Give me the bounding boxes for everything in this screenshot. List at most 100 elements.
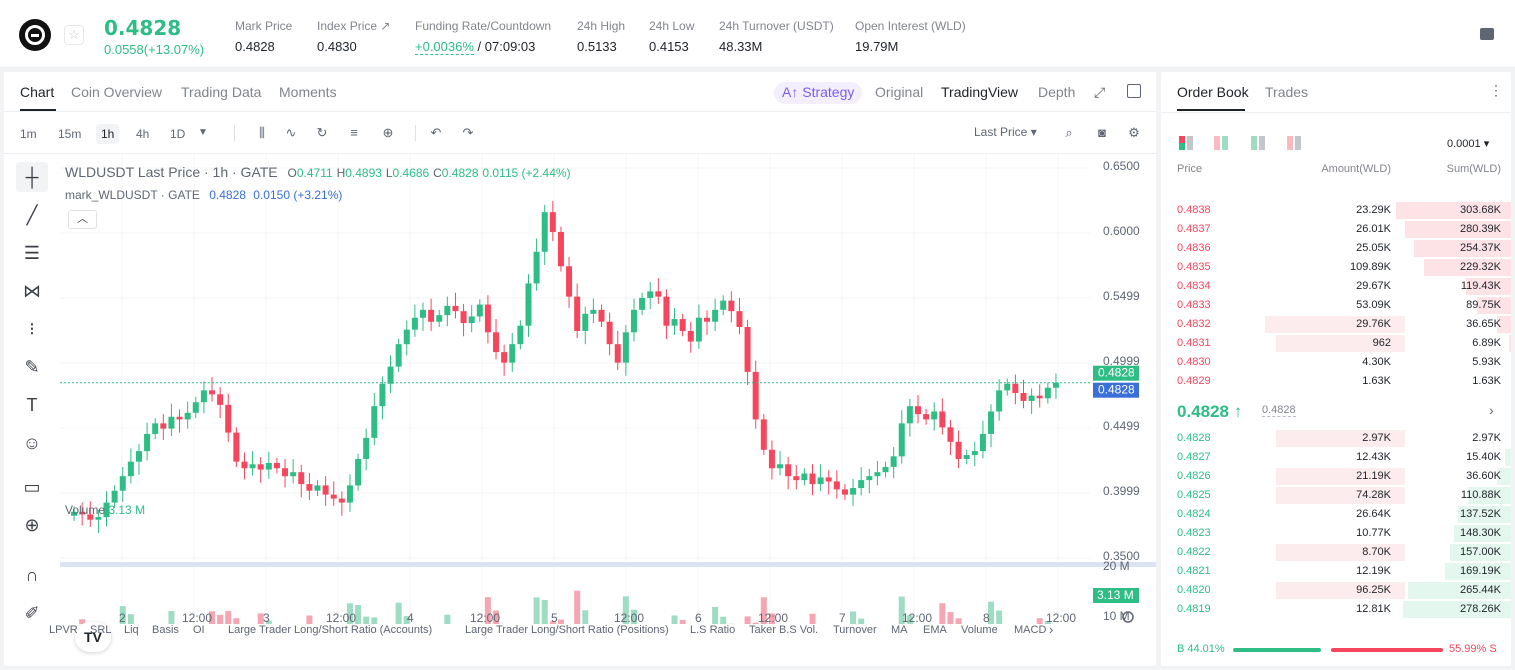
orderbook-row[interactable]: 0.4834 29.67K 119.43K <box>1161 277 1511 296</box>
stat-index-price[interactable]: Index Price ↗ 0.4830 <box>317 19 390 54</box>
indicator-6[interactable]: Large Trader Long/Short Ratio (Positions… <box>465 624 669 636</box>
indicator-1[interactable]: SRL <box>90 624 112 636</box>
view-original[interactable]: Original <box>875 84 924 100</box>
orderbook-row[interactable]: 0.4830 4.30K 5.93K <box>1161 353 1511 372</box>
indicator-11[interactable]: EMA <box>923 624 947 636</box>
magnet-icon[interactable]: ∩ <box>25 565 39 585</box>
view-depth[interactable]: Depth <box>1038 84 1076 100</box>
pencil-icon[interactable]: ✐ <box>24 603 40 623</box>
orderbook-row[interactable]: 0.4819 12.81K 278.26K <box>1161 600 1511 619</box>
redo-icon[interactable]: ↷ <box>462 125 474 140</box>
candle-body <box>630 309 637 333</box>
brush-icon[interactable]: ✎ <box>24 357 40 377</box>
trendline-icon[interactable]: ╱ <box>26 205 38 225</box>
orderbook-row[interactable]: 0.4835 109.89K 229.32K <box>1161 258 1511 277</box>
indicator-13[interactable]: MACD <box>1014 624 1047 636</box>
orderbook-row[interactable]: 0.4824 26.64K 137.52K <box>1161 505 1511 524</box>
orderbook-row[interactable]: 0.4820 96.25K 265.44K <box>1161 581 1511 600</box>
camera-icon[interactable]: ◙ <box>1098 125 1106 140</box>
indicator-2[interactable]: Liq <box>124 624 139 636</box>
crosshair-icon[interactable]: ┼ <box>16 162 48 192</box>
view-tradingview[interactable]: TradingView <box>941 84 1019 100</box>
orderbook-row[interactable]: 0.4823 10.77K 148.30K <box>1161 524 1511 543</box>
indicator-4[interactable]: OI <box>193 624 205 636</box>
guide-book-icon[interactable] <box>1480 28 1494 40</box>
indicator-3[interactable]: Basis <box>152 624 179 636</box>
timeframe-4h[interactable]: 4h <box>136 127 150 141</box>
timeframe-15m[interactable]: 15m <box>58 127 82 141</box>
orderbook-row[interactable]: 0.4831 962 6.89K <box>1161 334 1511 353</box>
timeframe-1m[interactable]: 1m <box>20 127 37 141</box>
timeframe-1d[interactable]: 1D <box>170 127 186 141</box>
tradingview-logo[interactable]: TV <box>75 622 111 652</box>
more-menu-icon[interactable]: ⋮ <box>1489 82 1503 98</box>
search-icon[interactable]: ⌕ <box>1065 125 1073 140</box>
favorite-star-icon[interactable]: ☆ <box>64 25 84 45</box>
ruler-icon[interactable]: ▭ <box>23 477 41 497</box>
orderbook-row[interactable]: 0.4826 21.19K 36.60K <box>1161 467 1511 486</box>
strategy-button[interactable]: A↑ Strategy <box>774 82 863 104</box>
orderbook-row[interactable]: 0.4827 12.43K 15.40K <box>1161 448 1511 467</box>
view-asks-icon[interactable] <box>1287 136 1301 150</box>
orderbook-row[interactable]: 0.4836 25.05K 254.37K <box>1161 239 1511 258</box>
indicator-12[interactable]: Volume <box>961 624 998 636</box>
orderbook-row[interactable]: 0.4832 29.76K 36.65K <box>1161 315 1511 334</box>
last-price-label: 0.4828 <box>1098 366 1135 380</box>
orderbook-row[interactable]: 0.4825 74.28K 110.88K <box>1161 486 1511 505</box>
horizontal-lines-icon[interactable]: ☰ <box>23 243 41 263</box>
window-icon[interactable] <box>1127 84 1141 98</box>
orderbook-row[interactable]: 0.4833 53.09K 89.75K <box>1161 296 1511 315</box>
candle-body <box>379 383 386 407</box>
indicators-icon[interactable]: ∿ <box>285 125 297 140</box>
fullscreen-icon[interactable]: ⤢ <box>1094 84 1106 100</box>
text-icon[interactable]: T <box>26 395 38 415</box>
tab-trading-data[interactable]: Trading Data <box>181 84 262 100</box>
row-amount: 29.76K <box>1356 318 1391 330</box>
add-indicator-icon[interactable]: ⊕ <box>382 125 394 140</box>
compare-icon[interactable]: ↻ <box>316 125 328 140</box>
timeframe-1h[interactable]: 1h <box>96 124 120 144</box>
indicator-8[interactable]: Taker B.S Vol. <box>749 624 819 636</box>
view-bids-asks-icon[interactable] <box>1214 136 1228 150</box>
candle-body <box>590 309 597 314</box>
volume-bar <box>346 603 353 624</box>
pattern-icon[interactable]: ⋈ <box>23 281 41 301</box>
indicator-9[interactable]: Turnover <box>833 624 877 636</box>
volume-bar <box>768 613 775 624</box>
settings-gear-icon[interactable]: ⚙ <box>1128 125 1140 140</box>
candle-type-icon[interactable]: ⫼ <box>259 125 265 140</box>
orderbook-row[interactable]: 0.4829 1.63K 1.63K <box>1161 372 1511 391</box>
candlestick-chart[interactable]: 0.6500 0.6000 0.5499 0.4999 0.4499 0.3999 0.35… <box>60 154 1156 624</box>
view-both-icon[interactable] <box>1179 136 1193 150</box>
tab-coin-overview[interactable]: Coin Overview <box>71 84 163 100</box>
row-sum: 5.93K <box>1472 356 1501 368</box>
scroll-right-icon[interactable]: › <box>1049 622 1054 637</box>
price-type-select[interactable]: Last Price ▾ <box>974 125 1037 139</box>
candle-body <box>501 352 508 363</box>
orderbook-row[interactable]: 0.4822 8.70K 157.00K <box>1161 543 1511 562</box>
axis-settings-icon[interactable] <box>1122 611 1134 623</box>
orderbook-row[interactable]: 0.4838 23.29K 303.68K <box>1161 201 1511 220</box>
indicator-10[interactable]: MA <box>891 624 908 636</box>
undo-icon[interactable]: ↶ <box>430 125 442 140</box>
orderbook-row[interactable]: 0.4821 12.19K 169.19K <box>1161 562 1511 581</box>
orderbook-row[interactable]: 0.4828 2.97K 2.97K <box>1161 429 1511 448</box>
tab-trades[interactable]: Trades <box>1265 84 1309 100</box>
indicator-0[interactable]: LPVR <box>49 624 78 636</box>
indicator-7[interactable]: L.S Ratio <box>690 624 736 636</box>
orderbook-row[interactable]: 0.4837 26.01K 280.39K <box>1161 220 1511 239</box>
precision-select[interactable]: 0.0001 ▾ <box>1447 138 1490 150</box>
template-icon[interactable]: ≡ <box>350 125 358 140</box>
tab-order-book[interactable]: Order Book <box>1177 84 1249 100</box>
indicator-5[interactable]: Large Trader Long/Short Ratio (Accounts) <box>228 624 433 636</box>
tab-chart[interactable]: Chart <box>20 84 55 100</box>
fib-icon[interactable]: ⁝ <box>29 319 35 339</box>
tab-moments[interactable]: Moments <box>279 84 337 100</box>
collapse-legend-button[interactable]: ︿ <box>68 210 97 229</box>
volume-bar <box>265 620 272 624</box>
zoom-in-icon[interactable]: ⊕ <box>24 515 40 535</box>
emoji-icon[interactable]: ☺ <box>22 433 42 453</box>
view-bids-icon[interactable] <box>1251 136 1265 150</box>
chevron-right-icon[interactable]: › <box>1489 402 1494 418</box>
timeframe-dropdown-icon[interactable]: ▼ <box>198 127 208 138</box>
